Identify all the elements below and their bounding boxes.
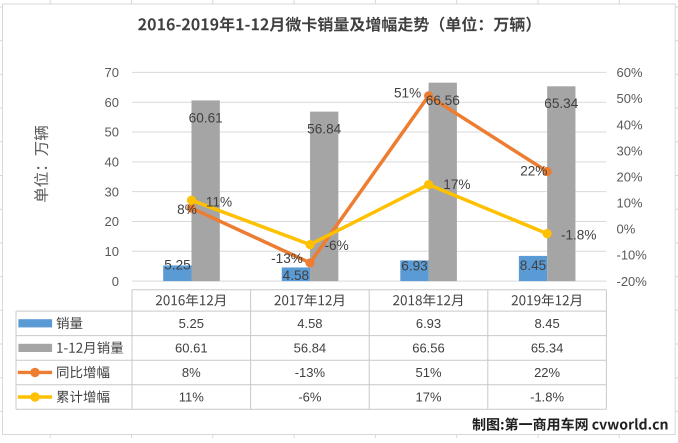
svg-text:56.84: 56.84 [307, 122, 341, 137]
svg-text:5.25: 5.25 [164, 258, 190, 273]
svg-text:8.45: 8.45 [534, 316, 559, 331]
svg-text:6.93: 6.93 [416, 316, 441, 331]
svg-text:-10%: -10% [617, 248, 648, 263]
svg-text:30: 30 [105, 184, 119, 199]
svg-text:0: 0 [112, 274, 119, 289]
svg-text:4.58: 4.58 [283, 268, 309, 283]
svg-text:-6%: -6% [325, 238, 349, 253]
svg-text:5.25: 5.25 [179, 316, 204, 331]
svg-text:56.84: 56.84 [294, 341, 327, 356]
svg-text:65.34: 65.34 [531, 341, 564, 356]
svg-text:50%: 50% [617, 91, 643, 106]
svg-text:60%: 60% [617, 65, 643, 80]
svg-text:4.58: 4.58 [297, 316, 322, 331]
svg-text:11%: 11% [206, 195, 232, 210]
svg-text:10: 10 [105, 244, 119, 259]
svg-text:8%: 8% [177, 202, 197, 217]
svg-text:-1.8%: -1.8% [530, 390, 564, 405]
svg-text:66.56: 66.56 [426, 93, 460, 108]
svg-text:-1.8%: -1.8% [561, 227, 597, 242]
svg-text:8%: 8% [182, 365, 201, 380]
svg-text:0%: 0% [617, 222, 636, 237]
svg-text:22%: 22% [534, 365, 560, 380]
svg-text:6.93: 6.93 [401, 259, 427, 274]
svg-text:40%: 40% [617, 117, 643, 132]
svg-text:70: 70 [105, 65, 119, 80]
svg-text:17%: 17% [443, 177, 470, 192]
svg-text:-6%: -6% [298, 390, 322, 405]
svg-text:-20%: -20% [617, 274, 648, 289]
svg-text:60.61: 60.61 [189, 111, 223, 126]
svg-text:50: 50 [105, 125, 119, 140]
svg-text:20%: 20% [617, 169, 643, 184]
svg-text:22%: 22% [520, 164, 547, 179]
svg-text:66.56: 66.56 [412, 341, 445, 356]
svg-text:60: 60 [105, 95, 119, 110]
svg-text:60.61: 60.61 [175, 341, 208, 356]
svg-text:20: 20 [105, 214, 119, 229]
svg-text:10%: 10% [617, 196, 643, 211]
svg-text:40: 40 [105, 155, 119, 170]
svg-text:-13%: -13% [295, 365, 326, 380]
svg-text:8.45: 8.45 [520, 258, 546, 273]
svg-text:-13%: -13% [271, 251, 303, 266]
svg-text:30%: 30% [617, 143, 643, 158]
svg-text:17%: 17% [415, 390, 441, 405]
svg-text:51%: 51% [415, 365, 441, 380]
svg-text:51%: 51% [394, 86, 421, 101]
svg-text:65.34: 65.34 [544, 96, 578, 111]
svg-text:11%: 11% [179, 390, 204, 405]
